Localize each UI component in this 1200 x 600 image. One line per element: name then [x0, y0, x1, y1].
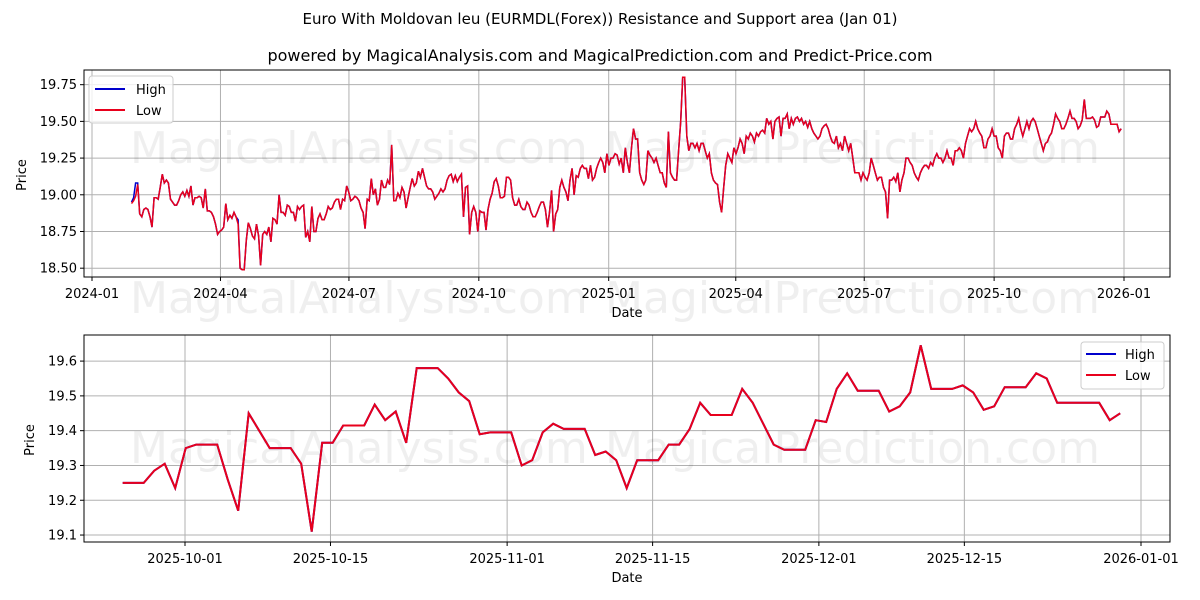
top-y-ticks: 18.50 18.75 19.00 19.25 19.50 19.75 [40, 78, 84, 277]
y-tick-label: 19.50 [40, 115, 77, 130]
svg-text:MagicalAnalysis.com: MagicalAnalysis.com [130, 273, 588, 324]
x-tick-label: 2025-11-15 [615, 552, 691, 567]
x-tick-label: 2025-01 [582, 287, 636, 302]
y-tick-label: 19.25 [40, 152, 77, 167]
x-tick-label: 2025-10 [967, 287, 1021, 302]
x-tick-label: 2026-01 [1097, 287, 1151, 302]
y-tick-label: 19.4 [48, 424, 77, 439]
y-tick-label: 19.2 [48, 494, 77, 509]
x-tick-label: 2024-01 [65, 287, 119, 302]
x-tick-label: 2024-10 [452, 287, 506, 302]
bottom-y-axis-label: Price [23, 424, 38, 456]
y-tick-label: 19.75 [40, 78, 77, 93]
top-x-ticks: 2024-01 2024-04 2024-07 2024-10 2025-01 2025-… [65, 277, 1151, 302]
bottom-legend: High Low [1080, 341, 1165, 390]
top-low-line [130, 76, 1122, 271]
x-tick-label: 2025-04 [709, 287, 763, 302]
chart-subtitle: powered by MagicalAnalysis.com and Magic… [267, 46, 933, 65]
svg-text:MagicalAnalysis.com: MagicalAnalysis.com [130, 123, 588, 174]
x-tick-label: 2025-10-15 [293, 552, 369, 567]
svg-text:MagicalPrediction.com: MagicalPrediction.com [605, 123, 1100, 174]
top-chart-watermarks: MagicalAnalysis.com MagicalPrediction.com… [130, 123, 1100, 324]
top-x-axis-label: Date [611, 306, 642, 321]
x-tick-label: 2026-01-01 [1103, 552, 1179, 567]
bottom-chart-grid [84, 335, 1170, 542]
bottom-low-line [122, 345, 1121, 532]
svg-text:MagicalPrediction.com: MagicalPrediction.com [605, 273, 1100, 324]
y-tick-label: 19.3 [48, 459, 77, 474]
y-tick-label: 18.75 [40, 225, 77, 240]
y-tick-label: 19.1 [48, 529, 77, 544]
top-y-axis-label: Price [15, 159, 30, 191]
legend-high-label: High [1125, 348, 1155, 363]
legend-low-label: Low [136, 104, 162, 119]
bottom-x-ticks: 2025-10-01 2025-10-15 2025-11-01 2025-11-15… [147, 542, 1179, 567]
x-tick-label: 2025-10-01 [147, 552, 223, 567]
top-chart: MagicalAnalysis.com MagicalPrediction.com… [15, 69, 1171, 324]
x-tick-label: 2025-11-01 [469, 552, 545, 567]
x-tick-label: 2025-07 [837, 287, 891, 302]
x-tick-label: 2025-12-15 [927, 552, 1003, 567]
bottom-chart-frame [83, 334, 1171, 543]
svg-text:MagicalAnalysis.com: MagicalAnalysis.com [130, 423, 588, 474]
top-chart-frame [83, 69, 1171, 278]
x-tick-label: 2024-07 [322, 287, 376, 302]
bottom-chart: MagicalAnalysis.com MagicalPrediction.com… [23, 334, 1179, 586]
top-legend: High Low [88, 75, 174, 124]
chart-title: Euro With Moldovan leu (EURMDL(Forex)) R… [302, 10, 898, 28]
y-tick-label: 19.00 [40, 188, 77, 203]
legend-high-label: High [136, 83, 166, 98]
bottom-y-ticks: 19.1 19.2 19.3 19.4 19.5 19.6 [48, 355, 84, 544]
y-tick-label: 19.6 [48, 355, 77, 370]
bottom-x-axis-label: Date [611, 571, 642, 586]
svg-text:MagicalPrediction.com: MagicalPrediction.com [605, 423, 1100, 474]
y-tick-label: 19.5 [48, 389, 77, 404]
x-tick-label: 2025-12-01 [781, 552, 857, 567]
y-tick-label: 18.50 [40, 262, 77, 277]
x-tick-label: 2024-04 [193, 287, 247, 302]
legend-low-label: Low [1125, 369, 1151, 384]
